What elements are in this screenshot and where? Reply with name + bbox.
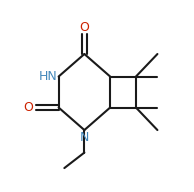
Text: O: O [24, 101, 34, 114]
Text: HN: HN [38, 70, 57, 83]
Text: N: N [80, 132, 89, 144]
Text: O: O [80, 21, 89, 34]
